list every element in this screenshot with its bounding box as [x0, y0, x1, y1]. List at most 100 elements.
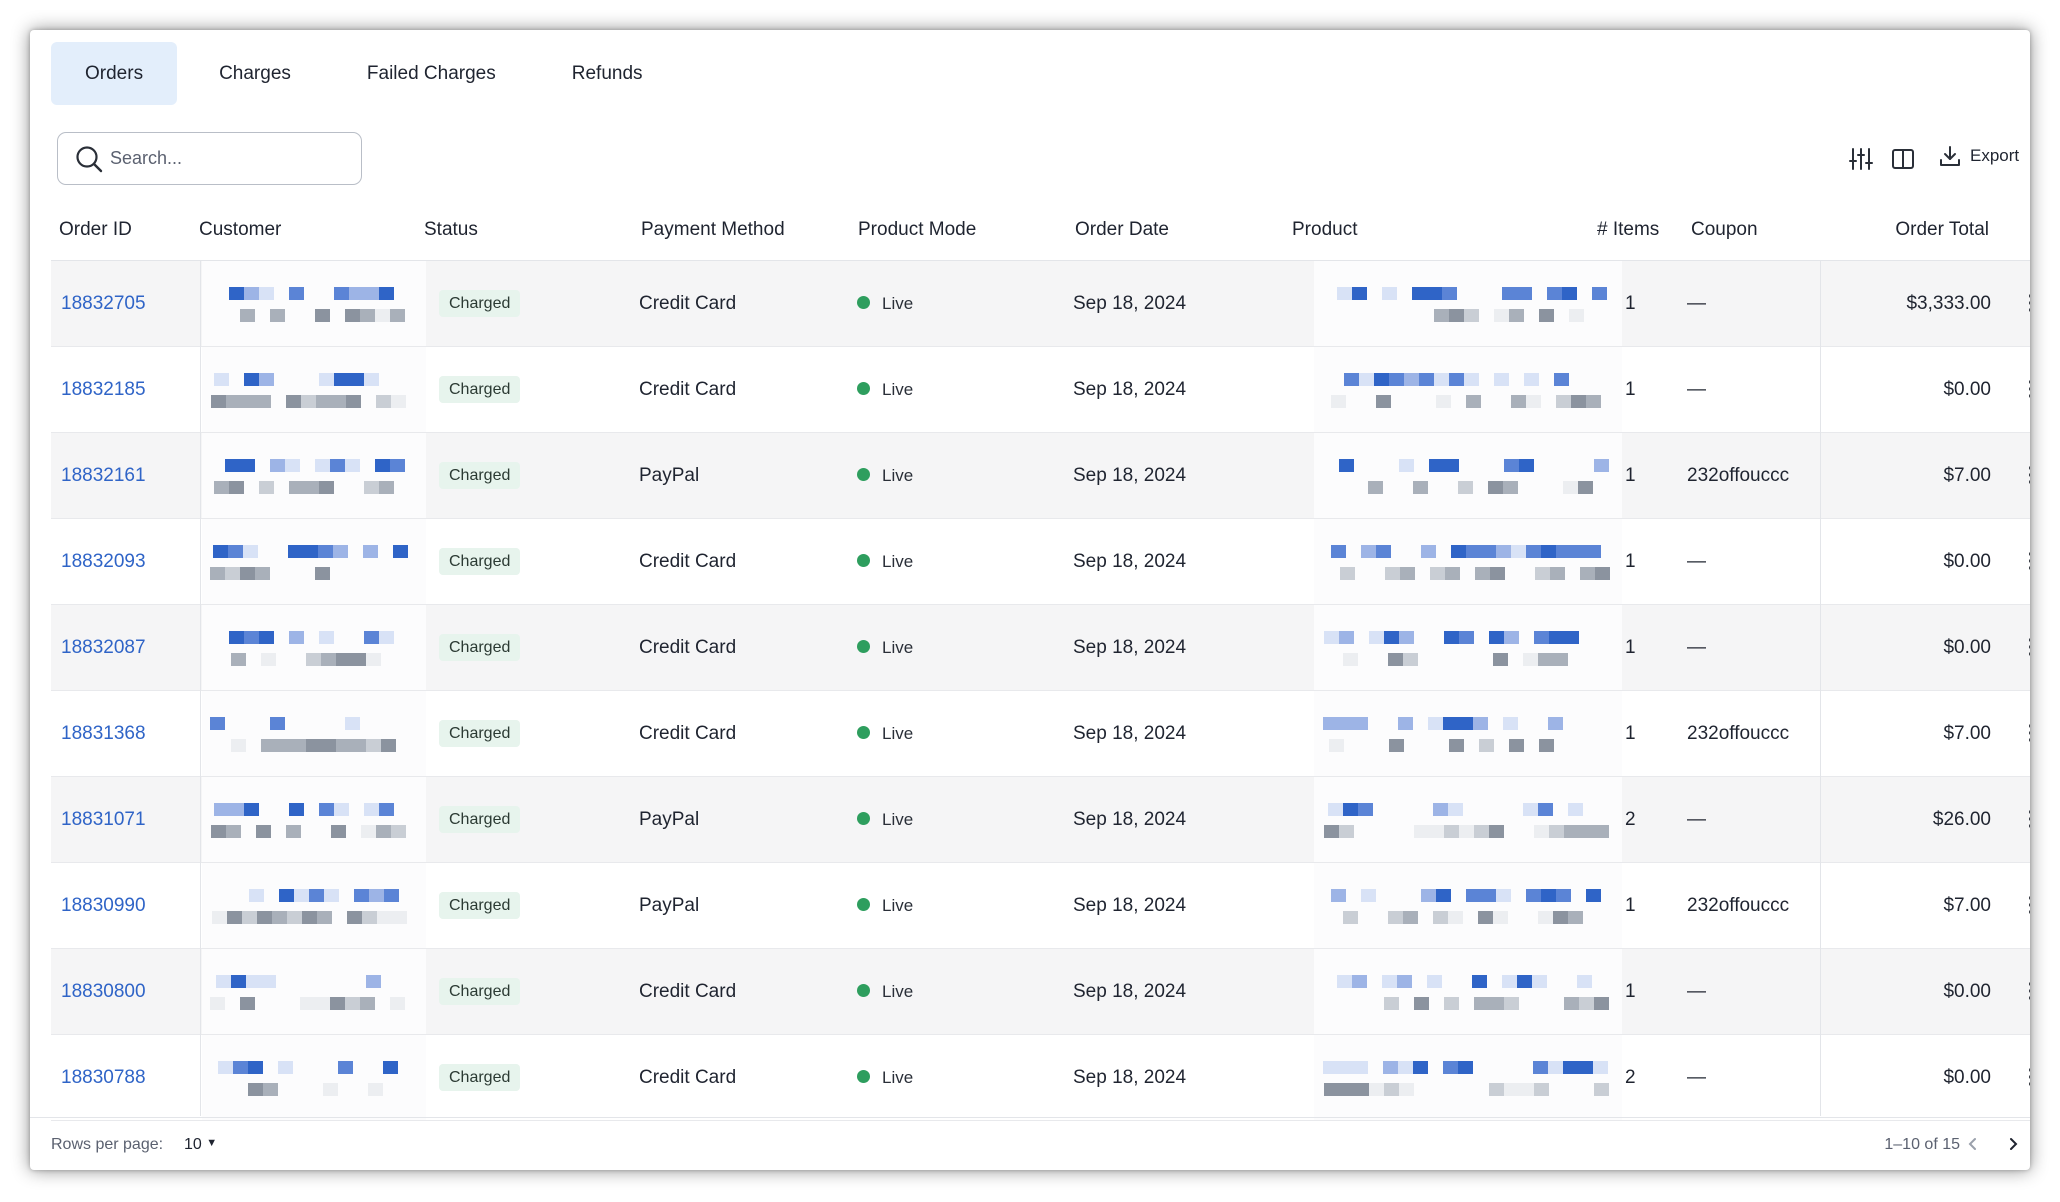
col-order-total[interactable]: Order Total: [1895, 219, 1989, 240]
redacted-pixel: [1458, 481, 1473, 494]
sliders-icon[interactable]: [1848, 146, 1874, 172]
table-row[interactable]: 18831071 Charged PayPal Live Sep 18, 2024 2 — $…: [51, 777, 2030, 863]
row-menu-icon[interactable]: [2026, 1065, 2030, 1091]
chevron-right-icon[interactable]: [2003, 1134, 2023, 1154]
row-menu-icon[interactable]: [2026, 979, 2030, 1005]
redacted-pixel: [1353, 717, 1368, 730]
row-menu-icon[interactable]: [2026, 463, 2030, 489]
redacted-pixel: [1502, 975, 1517, 988]
customer-redacted: [202, 949, 426, 1034]
table-row[interactable]: 18832185 Charged Credit Card Live Sep 18, 20…: [51, 347, 2030, 433]
redacted-pixel: [364, 631, 379, 644]
table-row[interactable]: 18832087 Charged Credit Card Live Sep 18, 20…: [51, 605, 2030, 691]
col-customer[interactable]: Customer: [199, 219, 282, 240]
redacted-pixel: [225, 459, 240, 472]
table-row[interactable]: 18832093 Charged Credit Card Live Sep 18, 20…: [51, 519, 2030, 605]
redacted-pixel: [363, 545, 378, 558]
order-date: Sep 18, 2024: [1073, 895, 1187, 916]
redacted-pixel: [1541, 545, 1556, 558]
order-id-link[interactable]: 18830990: [61, 895, 146, 916]
redacted-pixel: [1343, 653, 1358, 666]
row-menu-icon[interactable]: [2026, 893, 2030, 919]
redacted-pixel: [248, 1061, 263, 1074]
order-id-link[interactable]: 18832705: [61, 293, 146, 314]
row-menu-icon[interactable]: [2026, 635, 2030, 661]
table-row[interactable]: 18830800 Charged Credit Card Live Sep 18, 20…: [51, 949, 2030, 1035]
status-badge: Charged: [439, 806, 521, 833]
redacted-pixel: [1433, 911, 1448, 924]
col-product-mode[interactable]: Product Mode: [858, 219, 977, 240]
row-menu-icon[interactable]: [2026, 377, 2030, 403]
redacted-pixel: [1340, 567, 1355, 580]
redacted-pixel: [228, 545, 243, 558]
order-id-link[interactable]: 18831368: [61, 723, 146, 744]
redacted-pixel: [1493, 911, 1508, 924]
order-id-link[interactable]: 18832185: [61, 379, 146, 400]
col-payment-method[interactable]: Payment Method: [641, 219, 785, 240]
rows-per-page-value: 10: [184, 1136, 202, 1153]
product-redacted: [1314, 1035, 1622, 1120]
redacted-pixel: [345, 997, 360, 1010]
redacted-pixel: [1489, 997, 1504, 1010]
col-order-date[interactable]: Order Date: [1075, 219, 1169, 240]
coupon: 232offouccc: [1687, 895, 1790, 916]
redacted-pixel: [1458, 1061, 1473, 1074]
redacted-pixel: [1445, 567, 1460, 580]
redacted-pixel: [1339, 825, 1354, 838]
product-redacted: [1314, 605, 1622, 690]
redacted-pixel: [240, 997, 255, 1010]
tab-orders[interactable]: Orders: [51, 42, 178, 105]
redacted-pixel: [248, 1083, 263, 1096]
redacted-pixel: [1579, 825, 1594, 838]
table-row[interactable]: 18830788 Charged Credit Card Live Sep 18, 20…: [51, 1035, 2030, 1121]
redacted-pixel: [330, 997, 345, 1010]
order-id-link[interactable]: 18830788: [61, 1067, 146, 1088]
col-order-id[interactable]: Order ID: [59, 219, 132, 240]
row-menu-icon[interactable]: [2026, 807, 2030, 833]
table-row[interactable]: 18832705 Charged Credit Card Live Sep 18, 20…: [51, 261, 2030, 347]
order-id-link[interactable]: 18832087: [61, 637, 146, 658]
product-redacted: [1314, 863, 1622, 948]
order-id-link[interactable]: 18832161: [61, 465, 146, 486]
tab-bar: Orders Charges Failed Charges Refunds: [51, 42, 685, 105]
redacted-pixel: [1434, 373, 1449, 386]
col-coupon[interactable]: Coupon: [1691, 219, 1758, 240]
rows-per-page-select[interactable]: 10 ▼: [184, 1118, 217, 1170]
row-menu-icon[interactable]: [2026, 549, 2030, 575]
redacted-pixel: [1504, 1083, 1519, 1096]
redacted-pixel: [379, 481, 394, 494]
col-product[interactable]: Product: [1292, 219, 1358, 240]
redacted-pixel: [244, 631, 259, 644]
product-redacted: [1314, 691, 1622, 776]
redacted-pixel: [336, 739, 351, 752]
redacted-pixel: [1475, 567, 1490, 580]
redacted-pixel: [1466, 545, 1481, 558]
order-id-link[interactable]: 18832093: [61, 551, 146, 572]
table-row[interactable]: 18831368 Charged Credit Card Live Sep 18, 20…: [51, 691, 2030, 777]
tab-refunds[interactable]: Refunds: [571, 63, 643, 84]
search-box[interactable]: [57, 132, 362, 185]
redacted-pixel: [1534, 1083, 1549, 1096]
coupon: —: [1687, 809, 1706, 830]
search-input[interactable]: [108, 147, 332, 170]
redacted-pixel: [1539, 309, 1554, 322]
tab-charges[interactable]: Charges: [219, 63, 291, 84]
redacted-pixel: [261, 653, 276, 666]
chevron-left-icon[interactable]: [1963, 1134, 1983, 1154]
orders-panel: Orders Charges Failed Charges Refunds Ex…: [30, 30, 2030, 1170]
order-id-link[interactable]: 18831071: [61, 809, 146, 830]
row-menu-icon[interactable]: [2026, 291, 2030, 317]
col-status[interactable]: Status: [424, 219, 478, 240]
table-row[interactable]: 18832161 Charged PayPal Live Sep 18, 2024 1 23…: [51, 433, 2030, 519]
order-date: Sep 18, 2024: [1073, 1067, 1187, 1088]
order-id-link[interactable]: 18830800: [61, 981, 146, 1002]
table-row[interactable]: 18830990 Charged PayPal Live Sep 18, 2024 1 23…: [51, 863, 2030, 949]
redacted-pixel: [211, 825, 226, 838]
columns-icon[interactable]: [1890, 146, 1916, 172]
redacted-pixel: [229, 481, 244, 494]
row-menu-icon[interactable]: [2026, 721, 2030, 747]
col-items[interactable]: # Items: [1597, 219, 1660, 240]
tab-failed-charges[interactable]: Failed Charges: [366, 63, 496, 84]
export-button[interactable]: Export: [1938, 144, 2019, 168]
redacted-pixel: [1388, 911, 1403, 924]
